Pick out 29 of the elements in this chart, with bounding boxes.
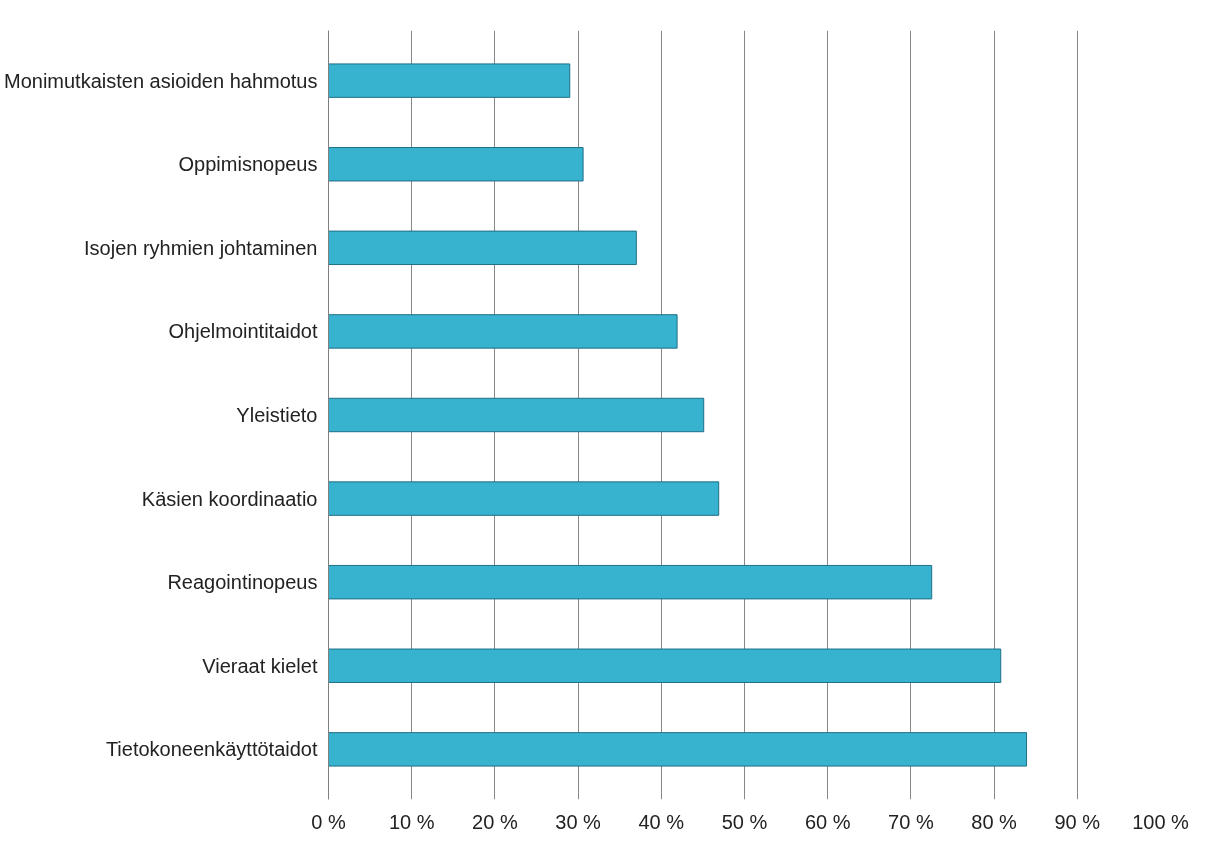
bar <box>328 648 1002 683</box>
y-tick-label: Yleistieto <box>236 404 318 426</box>
y-tick-label: Tietokoneenkäyttötaidot <box>105 738 318 761</box>
x-tick-label: 50 % <box>721 810 768 833</box>
x-tick-label: 20 % <box>472 810 518 833</box>
x-tick-label: 40 % <box>638 810 685 833</box>
y-tick-label: Vieraat kielet <box>202 654 318 677</box>
bar <box>328 230 637 266</box>
y-tick-label: Reagointinopeus <box>167 571 318 594</box>
x-tick-label: 70 % <box>888 810 934 833</box>
bar <box>328 732 1028 767</box>
y-tick-label: Käsien koordinaatio <box>141 487 318 510</box>
bar <box>328 63 571 98</box>
x-tick-label: 0 % <box>311 810 346 833</box>
x-tick-label: 10 % <box>388 810 435 833</box>
y-tick-label: Ohjelmointitaidot <box>168 320 318 343</box>
x-tick-label: 80 % <box>971 810 1018 833</box>
y-tick-label: Oppimisnopeus <box>178 153 318 176</box>
bar <box>328 147 584 182</box>
y-tick-label: Monimutkaisten asioiden hahmotus <box>3 69 318 92</box>
bar <box>328 314 678 349</box>
bar <box>328 481 720 516</box>
x-tick-label: 60 % <box>804 810 851 833</box>
x-tick-label: 100 % <box>1132 810 1190 833</box>
x-tick-label: 90 % <box>1054 810 1101 833</box>
x-tick-label: 30 % <box>555 810 602 833</box>
y-tick-label: Isojen ryhmien johtaminen <box>84 236 318 259</box>
bar <box>328 564 933 600</box>
bar <box>328 397 705 433</box>
